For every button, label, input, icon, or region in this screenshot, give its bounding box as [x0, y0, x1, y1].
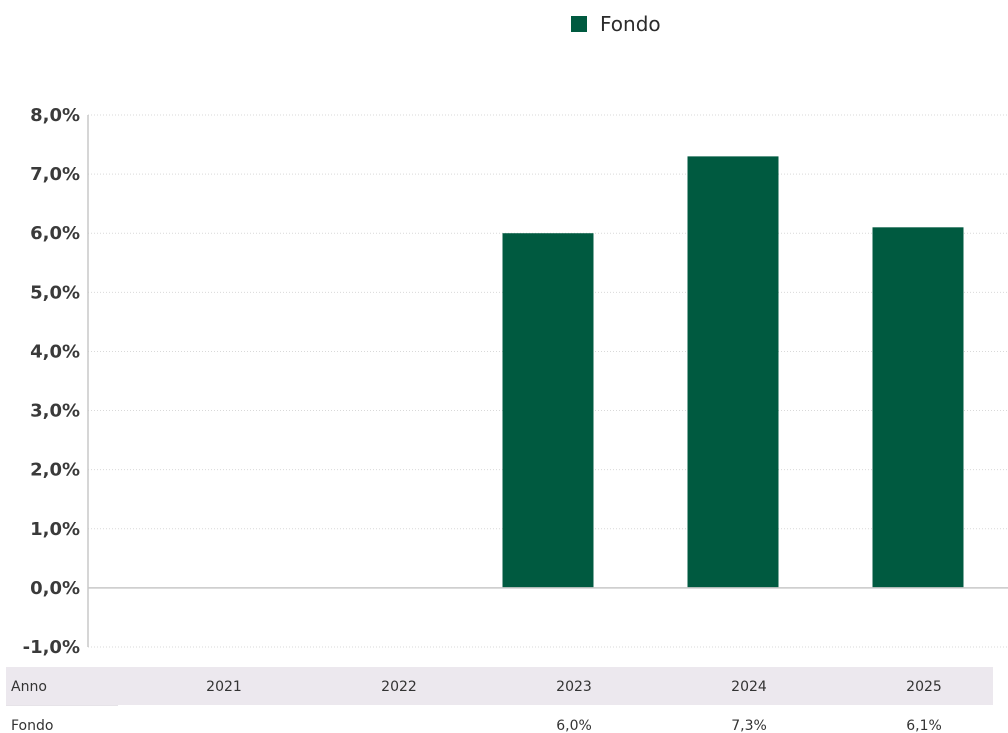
y-tick-label: 1,0%: [30, 519, 80, 540]
legend-swatch-fondo: [571, 16, 587, 32]
table-header-label: Anno: [11, 679, 47, 695]
table-year-2021: 2021: [206, 679, 242, 695]
bar-2024: [687, 156, 779, 588]
y-tick-labels: 8,0% 7,0% 6,0% 5,0% 4,0% 3,0% 2,0% 1,0% 0,0% -1,0…: [23, 105, 80, 658]
axis-layer: [87, 115, 1008, 647]
y-tick-label: 5,0%: [30, 282, 80, 303]
bar-2025: [872, 227, 964, 588]
y-tick-label: -1,0%: [23, 637, 80, 658]
y-tick-label: 0,0%: [30, 578, 80, 599]
y-tick-label: 2,0%: [30, 460, 80, 481]
table-year-2025: 2025: [906, 679, 942, 695]
y-tick-label: 3,0%: [30, 401, 80, 422]
table-row-label: Fondo: [11, 718, 54, 733]
chart-legend: Fondo: [571, 12, 661, 36]
legend-label-fondo: Fondo: [600, 12, 661, 36]
bar-2023: [502, 233, 594, 588]
y-tick-label: 8,0%: [30, 105, 80, 126]
table-year-2022: 2022: [381, 679, 417, 695]
y-tick-label: 4,0%: [30, 341, 80, 362]
y-tick-label: 7,0%: [30, 164, 80, 185]
bar-chart-plot: 8,0% 7,0% 6,0% 5,0% 4,0% 3,0% 2,0% 1,0% 0,0% -1,0…: [23, 105, 1008, 658]
bar-layer: [502, 156, 964, 588]
table-value-2024: 7,3%: [731, 718, 767, 733]
table-value-2023: 6,0%: [556, 718, 592, 733]
y-tick-label: 6,0%: [30, 223, 80, 244]
table-row-separator: [6, 705, 118, 706]
table-year-2024: 2024: [731, 679, 767, 695]
table-year-2023: 2023: [556, 679, 592, 695]
table-value-2025: 6,1%: [906, 718, 942, 733]
data-table-header: [6, 667, 993, 705]
